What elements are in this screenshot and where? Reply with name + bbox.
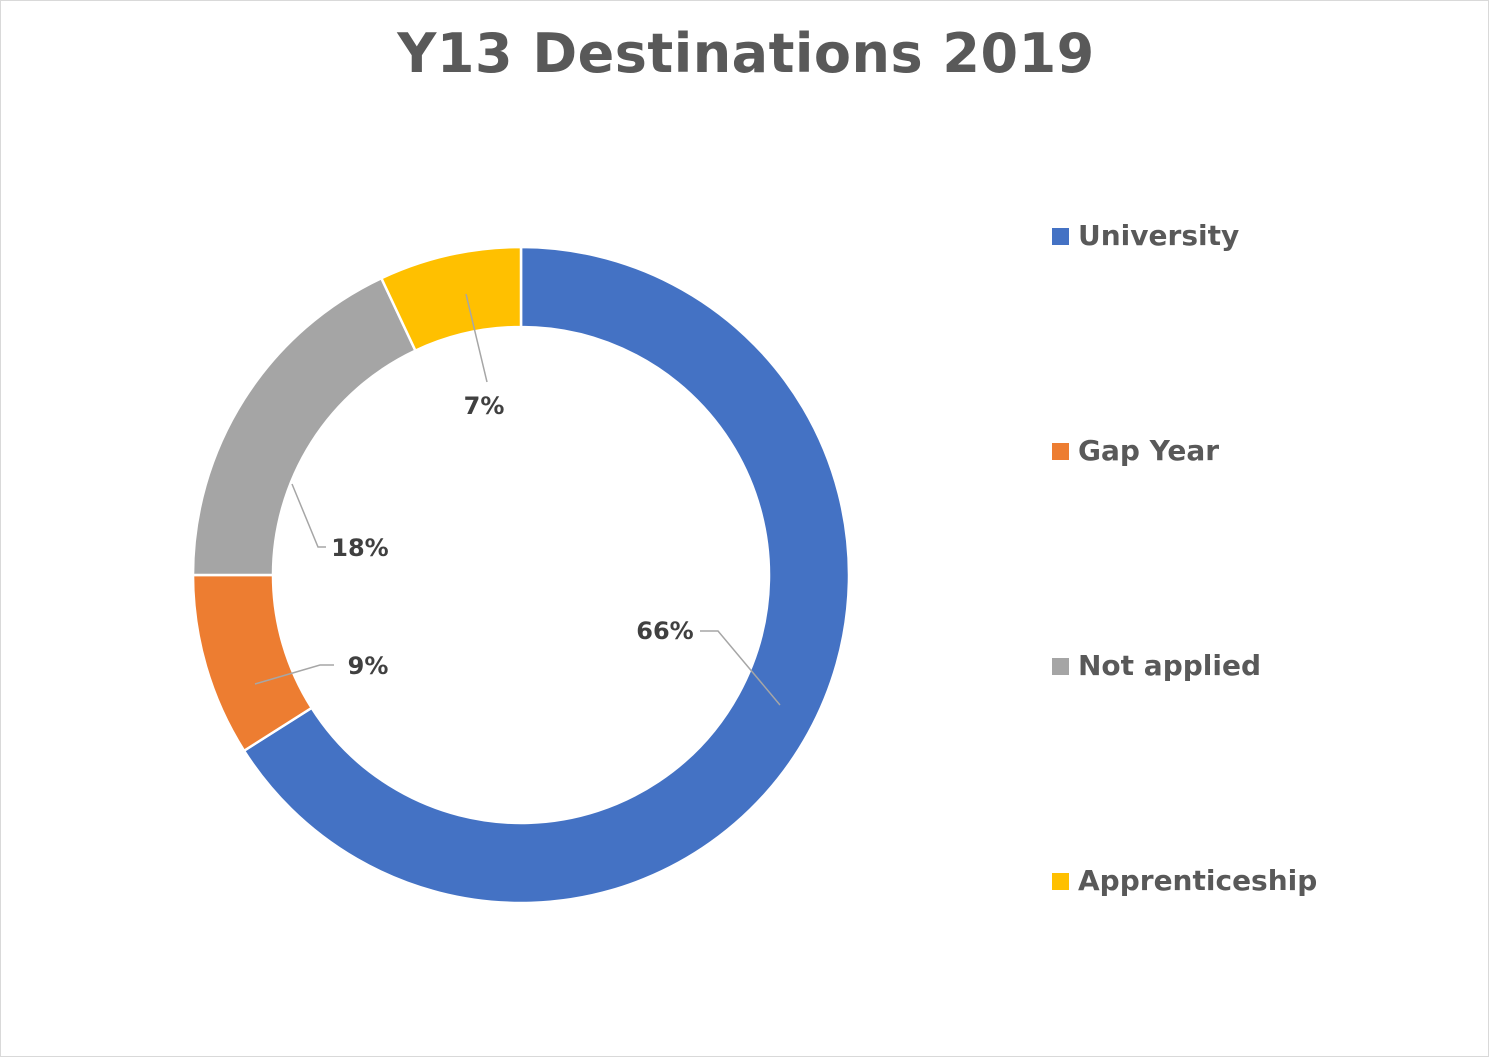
leader-line-group [254,293,781,706]
legend-label-gap-year: Gap Year [1078,434,1219,467]
chart-title: Y13 Destinations 2019 [397,22,1095,85]
legend-swatch-university [1052,228,1069,245]
slice-group [191,245,851,905]
data-label-apprenticeship: 7% [464,392,505,420]
data-label-university: 66% [636,617,693,645]
leader-line-apprenticeship [465,293,488,383]
slice-apprenticeship [379,245,523,353]
legend-swatch-gap-year [1052,443,1069,460]
legend-label-apprenticeship: Apprenticeship [1078,864,1317,897]
data-label-not-applied: 18% [331,534,388,562]
legend-label-university: University [1078,219,1239,252]
legend-swatch-apprenticeship [1052,873,1069,890]
slice-not-applied [191,276,418,577]
data-label-group: 66% 9% 18% 7% [331,392,693,680]
legend: University Gap Year Not applied Apprentices… [1052,219,1317,897]
legend-swatch-not-applied [1052,658,1069,675]
leader-line-not-applied [291,483,326,548]
leader-line-gap-year [254,664,334,685]
data-label-gap-year: 9% [348,652,389,680]
legend-label-not-applied: Not applied [1078,649,1261,682]
leader-line-university [700,630,781,706]
slice-university [242,245,851,905]
